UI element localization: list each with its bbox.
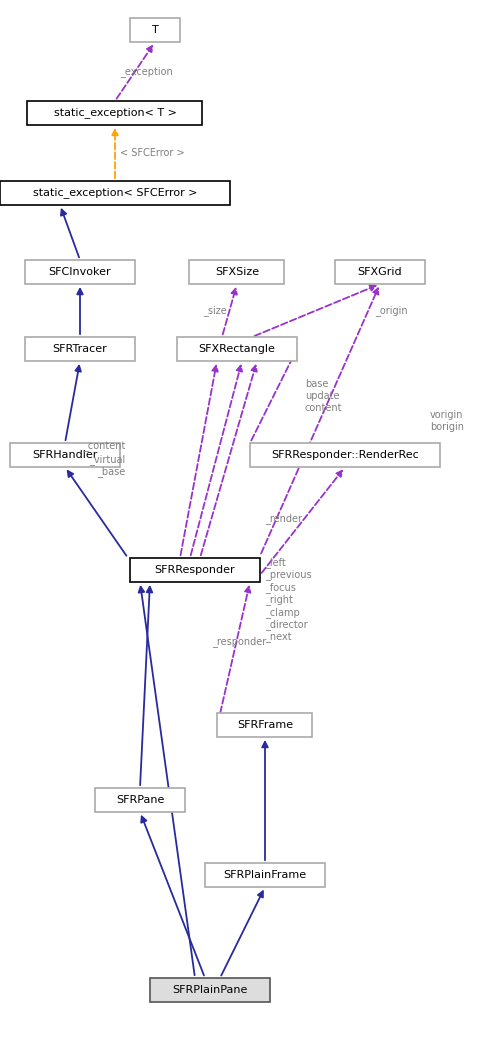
Text: _left
_previous
_focus
_right
_clamp
_director
_next: _left _previous _focus _right _clamp _di… (264, 557, 311, 643)
FancyBboxPatch shape (189, 260, 284, 284)
FancyBboxPatch shape (25, 337, 135, 361)
FancyBboxPatch shape (27, 101, 202, 125)
FancyBboxPatch shape (25, 260, 135, 284)
Text: static_exception< SFCError >: static_exception< SFCError > (33, 188, 197, 198)
Text: SFRPlainFrame: SFRPlainFrame (223, 870, 306, 880)
FancyBboxPatch shape (177, 337, 296, 361)
Text: _render: _render (264, 513, 301, 524)
Text: SFRResponder: SFRResponder (155, 565, 235, 574)
Text: < SFCError >: < SFCError > (120, 148, 184, 158)
Text: SFRTracer: SFRTracer (52, 344, 107, 354)
Text: _responder: _responder (211, 636, 265, 647)
Text: SFRHandler: SFRHandler (32, 450, 97, 460)
Text: SFRPlainPane: SFRPlainPane (172, 985, 247, 994)
FancyBboxPatch shape (150, 978, 269, 1002)
FancyBboxPatch shape (130, 558, 260, 582)
FancyBboxPatch shape (95, 788, 185, 812)
Text: base
update
content: base update content (304, 380, 342, 413)
Text: _content
_virtual
_base: _content _virtual _base (83, 442, 125, 477)
Text: static_exception< T >: static_exception< T > (53, 108, 176, 118)
Text: T: T (151, 25, 158, 35)
Text: SFXRectangle: SFXRectangle (198, 344, 275, 354)
Text: SFRResponder::RenderRec: SFRResponder::RenderRec (271, 450, 418, 460)
FancyBboxPatch shape (217, 713, 312, 737)
Text: SFXGrid: SFXGrid (357, 267, 401, 277)
FancyBboxPatch shape (0, 181, 229, 205)
FancyBboxPatch shape (204, 863, 324, 887)
FancyBboxPatch shape (130, 18, 180, 43)
FancyBboxPatch shape (10, 443, 120, 467)
Text: _size: _size (203, 305, 227, 316)
Text: vorigin
borigin: vorigin borigin (429, 411, 463, 431)
Text: SFXSize: SFXSize (215, 267, 259, 277)
FancyBboxPatch shape (250, 443, 439, 467)
FancyBboxPatch shape (334, 260, 424, 284)
Text: SFCInvoker: SFCInvoker (48, 267, 111, 277)
Text: SFRPane: SFRPane (116, 795, 164, 805)
Text: _exception: _exception (120, 66, 172, 77)
Text: SFRFrame: SFRFrame (237, 720, 292, 730)
Text: _origin: _origin (374, 305, 407, 316)
